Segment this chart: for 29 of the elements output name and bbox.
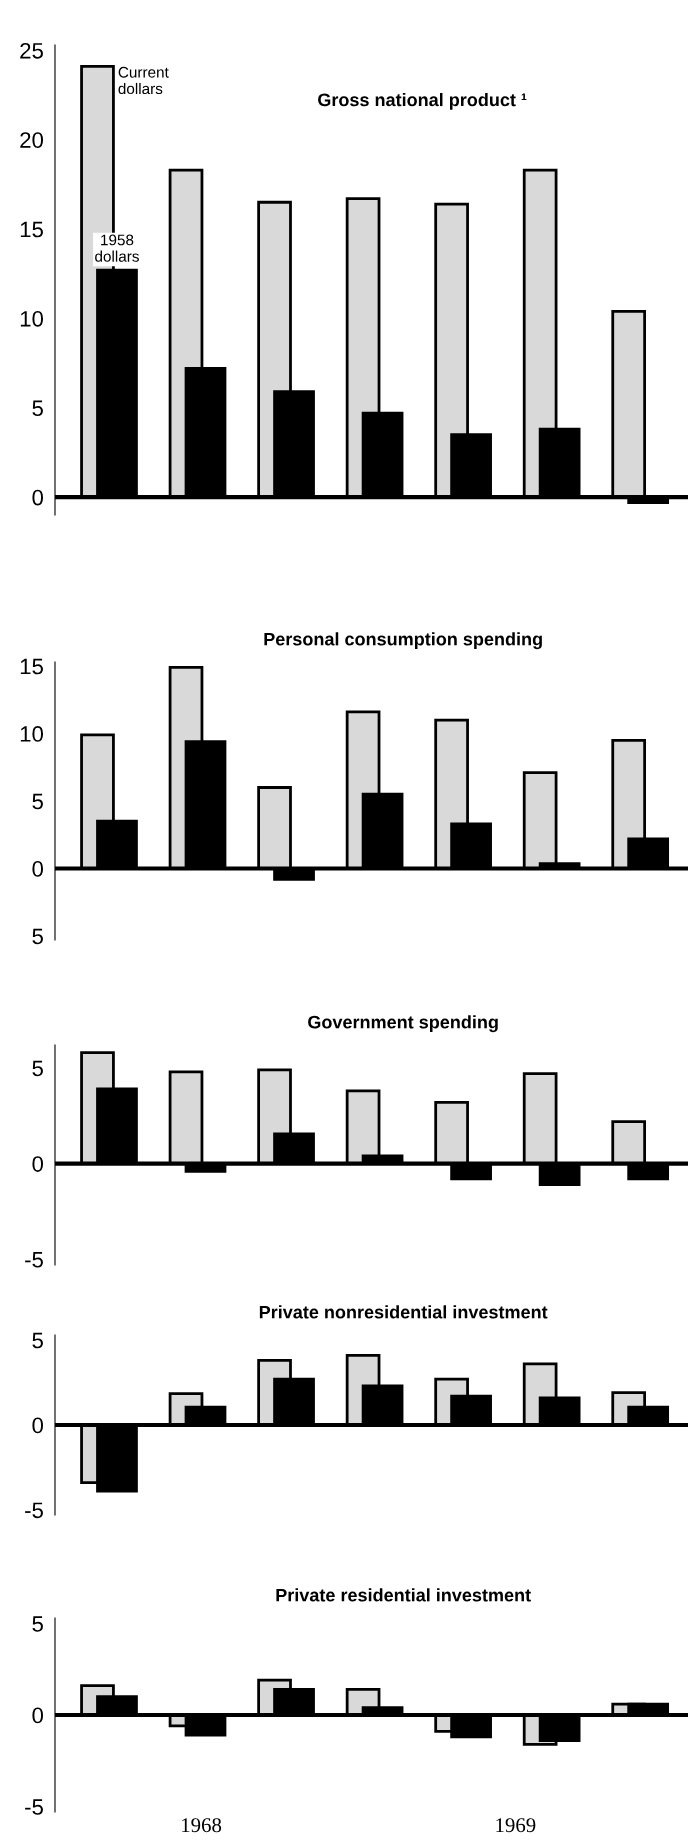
y-tick-label: 5 [32, 928, 43, 945]
text: 1968 [182, 1818, 222, 1833]
y-tick-label: 10 [20, 726, 44, 742]
y-tick-label: 5 [32, 1616, 43, 1632]
chart-title: Government spending [308, 1015, 498, 1033]
y-tick-label: 10 [20, 310, 44, 327]
y-tick-label: 5 [32, 400, 43, 417]
y-tick-label: 15 [20, 221, 43, 238]
series-label: 1958 dollars [95, 234, 139, 262]
y-tick-label: -5 [25, 1799, 43, 1815]
y-tick-label: -5 [25, 1502, 43, 1519]
chart-title: Personal consumption spending [264, 632, 542, 650]
y-tick-label: 5 [32, 793, 43, 810]
y-tick-label: 25 [20, 42, 43, 59]
chart-title: Private nonresidential investment [259, 1305, 548, 1319]
y-tick-label: 5 [32, 1332, 43, 1349]
chart-title: Private residential investment [276, 1588, 531, 1602]
y-tick-label: 0 [32, 489, 44, 506]
series-label: Current dollars [118, 66, 169, 95]
y-tick-label: 0 [32, 1156, 44, 1172]
y-tick-label: 20 [20, 132, 44, 148]
y-tick-label: 0 [32, 1707, 44, 1724]
text: Gross national product ¹ [318, 92, 527, 110]
y-tick-label: 0 [32, 861, 44, 877]
y-tick-label: 15 [20, 658, 43, 675]
y-tick-label: 5 [32, 1060, 43, 1077]
text: 1969 [496, 1818, 536, 1833]
y-tick-label: -5 [25, 1252, 43, 1268]
y-tick-label: 0 [32, 1417, 44, 1434]
